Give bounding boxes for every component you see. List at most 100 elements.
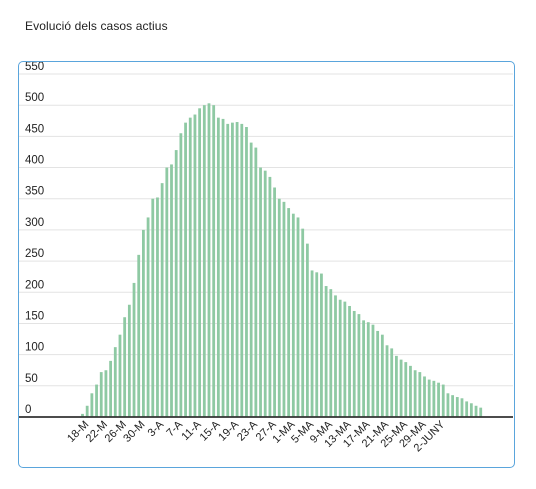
bar [338, 299, 342, 417]
bar [432, 380, 436, 417]
bar [188, 117, 192, 418]
bar [85, 405, 89, 417]
bar [385, 345, 389, 417]
bar [291, 213, 295, 417]
bar [427, 379, 431, 417]
y-tick-label: 250 [25, 248, 44, 260]
y-tick-label: 100 [25, 342, 44, 354]
bar [352, 310, 356, 417]
bar [301, 228, 305, 417]
x-tick-label: 3-A [146, 418, 167, 439]
bar [132, 282, 136, 417]
y-tick-label: 50 [25, 373, 38, 385]
bar [409, 365, 412, 417]
y-tick-label: 400 [25, 155, 44, 167]
bar [348, 305, 351, 417]
bar [324, 286, 328, 417]
bar [366, 322, 370, 417]
bar [193, 114, 197, 417]
bar [249, 142, 253, 417]
bars [81, 103, 483, 418]
bar [245, 127, 248, 417]
bar [179, 133, 183, 417]
bar [404, 362, 408, 417]
bar [423, 376, 426, 417]
bar [268, 176, 272, 417]
bar [137, 254, 141, 417]
bar [240, 123, 244, 417]
bar [469, 403, 473, 417]
bar [216, 117, 220, 418]
bar [207, 103, 211, 417]
bar [127, 304, 131, 417]
y-tick-label: 450 [25, 123, 44, 135]
chart-title: Evolució dels casos actius [25, 19, 168, 33]
bar [380, 334, 384, 417]
bar [441, 384, 445, 417]
bar [395, 355, 398, 417]
bar [455, 397, 459, 417]
bar [146, 217, 150, 417]
y-tick-label: 300 [25, 217, 44, 229]
bar [273, 187, 276, 417]
bar [399, 359, 403, 417]
bar [376, 330, 380, 417]
bar [362, 320, 365, 417]
bar [109, 360, 113, 417]
bar [465, 401, 469, 417]
bar [371, 324, 375, 417]
bar [198, 108, 202, 418]
chart-frame: 0 50 100 150 200 250 300 350 400 450 500 550 18-M 22… [18, 61, 515, 468]
bar [460, 398, 464, 417]
x-tick-label: 30-M [121, 419, 147, 445]
bar [310, 270, 314, 417]
y-tick-label: 350 [25, 186, 44, 198]
bar [413, 370, 417, 417]
bar [235, 122, 239, 417]
bar [170, 164, 173, 417]
bar [99, 372, 103, 417]
bar [174, 150, 178, 417]
bar [95, 384, 98, 417]
bar [282, 201, 286, 417]
bar [320, 273, 323, 417]
bar [221, 118, 225, 418]
bar [142, 229, 145, 417]
bar [156, 197, 159, 417]
bar [81, 413, 84, 417]
bar [212, 105, 216, 418]
x-axis-labels: 18-M22-M26-M30-M3-A7-A11-A15-A19-A23-A27… [65, 418, 448, 454]
y-tick-label: 0 [25, 404, 31, 416]
bar [254, 147, 258, 417]
y-tick-label: 200 [25, 279, 44, 291]
bar [118, 334, 122, 417]
bar [165, 167, 169, 417]
y-tick-label: 500 [25, 92, 44, 104]
bar [226, 123, 230, 417]
bar [202, 105, 206, 418]
bar [343, 301, 347, 417]
bar [90, 393, 94, 417]
bar-chart: 0 50 100 150 200 250 300 350 400 450 500 550 18-M22… [19, 62, 513, 454]
bar [184, 122, 187, 417]
bar [259, 167, 262, 417]
bar [437, 382, 440, 417]
bar [451, 395, 455, 417]
bar [160, 183, 164, 417]
y-tick-label: 150 [25, 311, 44, 323]
bar [151, 198, 155, 417]
bar [474, 405, 478, 417]
x-tick-label: 23-A [235, 418, 260, 443]
bar [390, 348, 394, 417]
bar [231, 122, 234, 417]
y-tick-label: 550 [25, 62, 44, 73]
bar [315, 272, 319, 417]
bar [296, 217, 300, 417]
bar [334, 295, 337, 417]
bar [357, 314, 361, 417]
bar [329, 289, 333, 417]
bar [277, 198, 281, 417]
bar [479, 407, 483, 417]
y-axis-labels: 0 50 100 150 200 250 300 350 400 450 500 550 [25, 62, 44, 416]
bar [113, 347, 117, 417]
